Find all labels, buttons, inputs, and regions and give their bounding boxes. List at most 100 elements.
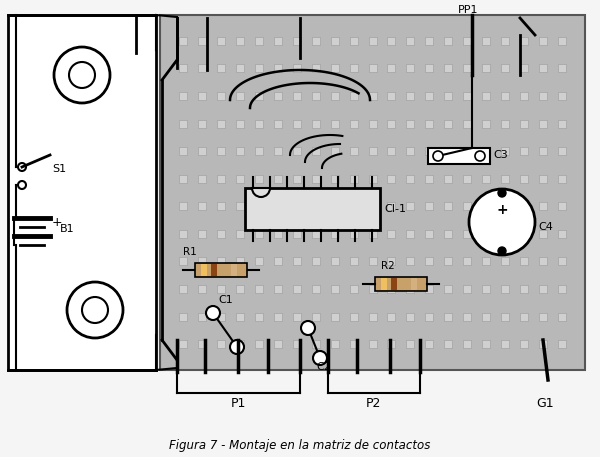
Bar [501, 92, 509, 100]
Bar [539, 120, 547, 128]
Bar [391, 278, 397, 290]
Bar [368, 340, 377, 348]
Bar [217, 147, 225, 155]
Bar [199, 175, 206, 183]
Bar [539, 313, 547, 321]
Bar [312, 120, 320, 128]
Bar [217, 340, 225, 348]
Bar [312, 230, 320, 238]
Bar [520, 340, 528, 348]
Bar [388, 285, 395, 293]
Bar [501, 340, 509, 348]
Bar [539, 340, 547, 348]
Bar [236, 37, 244, 45]
Bar [312, 37, 320, 45]
Text: +: + [496, 203, 508, 217]
Bar [255, 202, 263, 210]
Bar [425, 64, 433, 72]
Bar [539, 92, 547, 100]
Bar [482, 257, 490, 266]
Bar [199, 257, 206, 266]
Bar [463, 257, 471, 266]
Bar [236, 202, 244, 210]
Bar [236, 147, 244, 155]
Bar [406, 37, 415, 45]
Bar [350, 230, 358, 238]
Bar [199, 120, 206, 128]
Bar [501, 175, 509, 183]
Bar [331, 175, 338, 183]
Bar [199, 147, 206, 155]
Bar [388, 230, 395, 238]
Bar [293, 340, 301, 348]
Bar [425, 175, 433, 183]
Bar [274, 340, 282, 348]
Bar [368, 92, 377, 100]
Bar [293, 147, 301, 155]
Bar [274, 175, 282, 183]
Circle shape [469, 189, 535, 255]
Circle shape [313, 351, 327, 365]
Bar [482, 175, 490, 183]
Bar [388, 64, 395, 72]
Bar [179, 64, 187, 72]
Bar [411, 278, 417, 290]
Bar [236, 313, 244, 321]
Bar [160, 15, 585, 370]
Bar [179, 285, 187, 293]
Circle shape [18, 163, 26, 171]
Bar [255, 37, 263, 45]
Bar [425, 257, 433, 266]
Bar [406, 257, 415, 266]
Circle shape [18, 181, 26, 189]
Circle shape [230, 340, 244, 354]
Circle shape [301, 321, 315, 335]
Bar [406, 313, 415, 321]
Bar [375, 277, 427, 291]
Circle shape [206, 306, 220, 320]
Bar [388, 92, 395, 100]
Bar [463, 175, 471, 183]
Bar [350, 37, 358, 45]
Text: C1: C1 [218, 295, 233, 305]
Bar [293, 202, 301, 210]
Bar [350, 175, 358, 183]
Bar [293, 92, 301, 100]
Bar [463, 37, 471, 45]
Bar [444, 257, 452, 266]
Bar [425, 92, 433, 100]
Bar [274, 147, 282, 155]
Bar [274, 37, 282, 45]
Bar [444, 92, 452, 100]
Bar [557, 175, 566, 183]
Circle shape [67, 282, 123, 338]
Bar [388, 37, 395, 45]
Bar [331, 340, 338, 348]
Text: CI-1: CI-1 [384, 204, 406, 214]
Bar [255, 340, 263, 348]
Bar [236, 257, 244, 266]
Bar [274, 120, 282, 128]
Bar [199, 340, 206, 348]
Bar [217, 202, 225, 210]
Bar [255, 257, 263, 266]
Bar [444, 147, 452, 155]
Bar [217, 257, 225, 266]
Bar [217, 175, 225, 183]
Bar [179, 313, 187, 321]
Bar [501, 285, 509, 293]
Bar [368, 285, 377, 293]
Bar [520, 92, 528, 100]
Bar [312, 92, 320, 100]
Text: Figura 7 - Montaje en la matriz de contactos: Figura 7 - Montaje en la matriz de conta… [169, 439, 431, 452]
Bar [293, 285, 301, 293]
Bar [463, 202, 471, 210]
Bar [179, 37, 187, 45]
Bar [350, 202, 358, 210]
Bar [557, 120, 566, 128]
Circle shape [54, 47, 110, 103]
Bar [463, 285, 471, 293]
Bar [236, 120, 244, 128]
Bar [520, 175, 528, 183]
Bar [179, 230, 187, 238]
